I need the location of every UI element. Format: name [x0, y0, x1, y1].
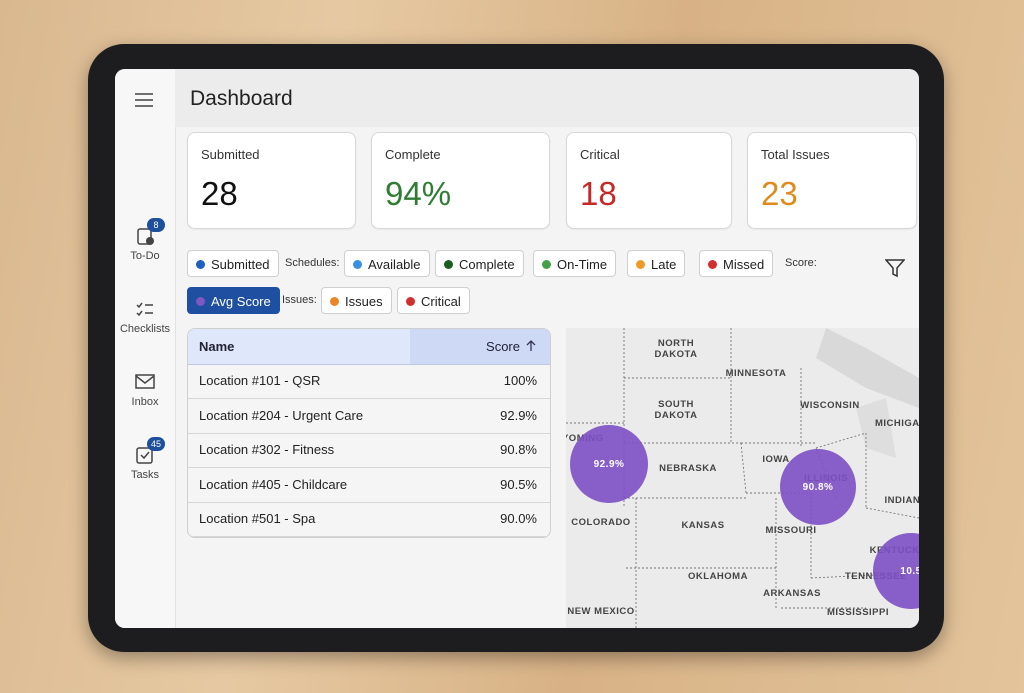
table-row[interactable]: Location #405 - Childcare 90.5% — [188, 468, 550, 503]
badge: 45 — [147, 437, 165, 451]
state-label: ARKANSAS — [763, 588, 821, 599]
location-name: Location #501 - Spa — [199, 511, 316, 526]
nav-label: To-Do — [130, 250, 160, 262]
state-label: WISCONSIN — [800, 400, 859, 411]
card-label: Critical — [580, 147, 620, 162]
map[interactable]: NORTHDAKOTAMINNESOTASOUTHDAKOTAWISCONSIN… — [566, 328, 919, 628]
location-score: 90.5% — [500, 476, 537, 492]
filter-chip[interactable]: Missed — [699, 250, 774, 277]
state-label: MISSISSIPPI — [827, 607, 889, 618]
filter-chip[interactable]: Critical — [397, 287, 470, 314]
bubble-label: 10.5 — [900, 566, 919, 577]
card-label: Total Issues — [761, 147, 830, 162]
state-label: MISSOURI — [766, 525, 817, 536]
filter-chip[interactable]: Complete — [435, 250, 524, 277]
filter-chip[interactable]: Late — [627, 250, 686, 277]
nav-label: Tasks — [130, 469, 160, 481]
nav-checklists[interactable]: Checklists — [115, 299, 175, 335]
state-label: DAKOTA — [655, 349, 698, 360]
sidebar: 8 To-Do Checklists Inbox 45 Tasks — [115, 69, 176, 628]
location-score: 90.0% — [500, 511, 537, 526]
card-value: 23 — [761, 175, 798, 212]
nav-tasks[interactable]: 45 Tasks — [115, 437, 175, 481]
location-name: Location #302 - Fitness — [199, 442, 335, 457]
score-bubble[interactable] — [570, 425, 648, 503]
table-header: Name Score — [188, 329, 550, 365]
filter-label: Issues: — [282, 294, 317, 306]
table-row[interactable]: Location #204 - Urgent Care 92.9% — [188, 399, 550, 434]
location-score: 90.8% — [500, 442, 537, 457]
card[interactable]: Critical 18 — [566, 132, 732, 229]
filter-chip[interactable]: Issues — [321, 287, 392, 314]
filter-chip[interactable]: Available — [344, 250, 430, 277]
page-title: Dashboard — [190, 87, 293, 110]
state-label: NORTH — [658, 338, 694, 349]
card-value: 18 — [580, 175, 617, 212]
state-label: IOWA — [762, 454, 789, 465]
location-name: Location #101 - QSR — [199, 373, 321, 388]
badge: 8 — [147, 218, 165, 232]
location-name: Location #204 - Urgent Care — [199, 407, 364, 423]
nav-label: Inbox — [131, 396, 159, 408]
column-header[interactable]: Score — [486, 339, 520, 354]
filter-icon[interactable] — [885, 258, 905, 278]
state-label: MINNESOTA — [726, 368, 787, 379]
state-label: COLORADO — [571, 517, 630, 528]
card-label: Submitted — [201, 147, 260, 162]
screen: 8 To-Do Checklists Inbox 45 Tasks Dashbo… — [115, 69, 919, 628]
card[interactable]: Complete 94% — [371, 132, 550, 229]
location-score: 100% — [503, 373, 537, 388]
table-row[interactable]: Location #101 - QSR 100% — [188, 364, 550, 399]
state-label: OKLAHOMA — [688, 571, 748, 582]
nav-todo[interactable]: 8 To-Do — [115, 218, 175, 262]
filter-label: Schedules: — [285, 257, 340, 269]
filter-chip[interactable]: On-Time — [533, 250, 617, 277]
location-name: Location #405 - Childcare — [199, 476, 348, 492]
score-bubble[interactable] — [780, 449, 856, 525]
card-value: 94% — [385, 175, 452, 212]
nav-label: Checklists — [119, 323, 171, 335]
state-label: INDIANA — [884, 495, 919, 506]
state-label: DAKOTA — [655, 410, 698, 421]
card-label: Complete — [385, 147, 441, 162]
nav-inbox[interactable]: Inbox — [115, 372, 175, 408]
header — [175, 69, 919, 127]
location-score: 92.9% — [500, 407, 537, 423]
card[interactable]: Submitted 28 — [187, 132, 356, 229]
bubble-label: 92.9% — [594, 459, 625, 470]
bubble-label: 90.8% — [803, 482, 834, 493]
card-value: 28 — [201, 175, 238, 212]
state-label: SOUTH — [658, 399, 694, 410]
table: Name Score Location #101 - QSR 100% Locati… — [187, 328, 551, 538]
state-label: KANSAS — [681, 520, 724, 531]
table-row[interactable]: Location #501 - Spa 90.0% — [188, 502, 550, 537]
filter-chip[interactable]: Submitted — [187, 250, 279, 277]
sort-arrow — [526, 340, 536, 351]
filter-chip[interactable]: Avg Score — [187, 287, 280, 314]
state-label: NEBRASKA — [659, 463, 717, 474]
card[interactable]: Total Issues 23 — [747, 132, 917, 229]
menu-icon[interactable] — [135, 93, 153, 107]
filter-label: Score: — [785, 257, 817, 269]
state-label: NEW MEXICO — [567, 606, 634, 617]
score-bubble[interactable] — [873, 533, 919, 609]
column-header[interactable]: Name — [199, 339, 235, 354]
table-row[interactable]: Location #302 - Fitness 90.8% — [188, 433, 550, 468]
